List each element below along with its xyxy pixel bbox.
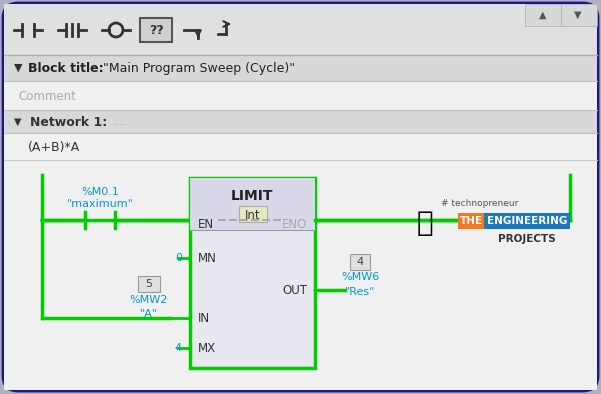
Bar xyxy=(4,4,597,55)
Text: MX: MX xyxy=(198,342,216,355)
Bar xyxy=(484,213,570,229)
Text: %M0.1: %M0.1 xyxy=(81,187,119,197)
Bar xyxy=(190,178,315,368)
Text: "Res": "Res" xyxy=(345,287,375,297)
Text: 4: 4 xyxy=(175,343,182,353)
Text: ▲: ▲ xyxy=(539,10,547,20)
Text: ??: ?? xyxy=(148,24,163,37)
Text: MN: MN xyxy=(198,251,217,264)
Text: ENO: ENO xyxy=(282,217,307,230)
Text: 0: 0 xyxy=(175,253,182,263)
Text: # technopreneur: # technopreneur xyxy=(441,199,519,208)
Bar xyxy=(4,81,597,110)
Text: ENGINEERING: ENGINEERING xyxy=(487,216,567,226)
Bar xyxy=(4,110,597,133)
Text: PROJECTS: PROJECTS xyxy=(498,234,556,244)
Text: (A+B)*A: (A+B)*A xyxy=(28,141,81,154)
Text: ▼: ▼ xyxy=(14,63,22,73)
Text: "A": "A" xyxy=(140,309,158,319)
Text: IN: IN xyxy=(198,312,210,325)
Text: ▼: ▼ xyxy=(14,117,22,127)
Text: Network 1:: Network 1: xyxy=(30,115,107,128)
Text: Int: Int xyxy=(245,208,260,221)
Bar xyxy=(138,276,160,292)
Text: 4: 4 xyxy=(356,257,364,267)
Bar xyxy=(458,213,484,229)
Text: "maximum": "maximum" xyxy=(67,199,133,209)
Text: ▼: ▼ xyxy=(574,10,582,20)
Text: OUT: OUT xyxy=(282,284,307,297)
Bar xyxy=(525,4,597,26)
Bar xyxy=(4,133,597,160)
Text: 5: 5 xyxy=(145,279,153,289)
Text: ......: ...... xyxy=(110,117,128,127)
Bar xyxy=(350,254,370,270)
Text: EN: EN xyxy=(198,217,214,230)
Bar xyxy=(190,178,315,230)
Text: 🤖: 🤖 xyxy=(416,209,433,237)
Bar xyxy=(140,18,172,42)
FancyBboxPatch shape xyxy=(4,4,597,390)
Text: %MW6: %MW6 xyxy=(341,272,379,282)
Text: THE: THE xyxy=(459,216,483,226)
Text: %MW2: %MW2 xyxy=(130,295,168,305)
Text: LIMIT: LIMIT xyxy=(231,189,273,203)
Text: Block title:: Block title: xyxy=(28,61,103,74)
Bar xyxy=(4,160,597,390)
Text: Comment: Comment xyxy=(18,89,76,102)
Bar xyxy=(239,206,266,222)
Bar xyxy=(4,55,597,81)
Text: "Main Program Sweep (Cycle)": "Main Program Sweep (Cycle)" xyxy=(103,61,295,74)
